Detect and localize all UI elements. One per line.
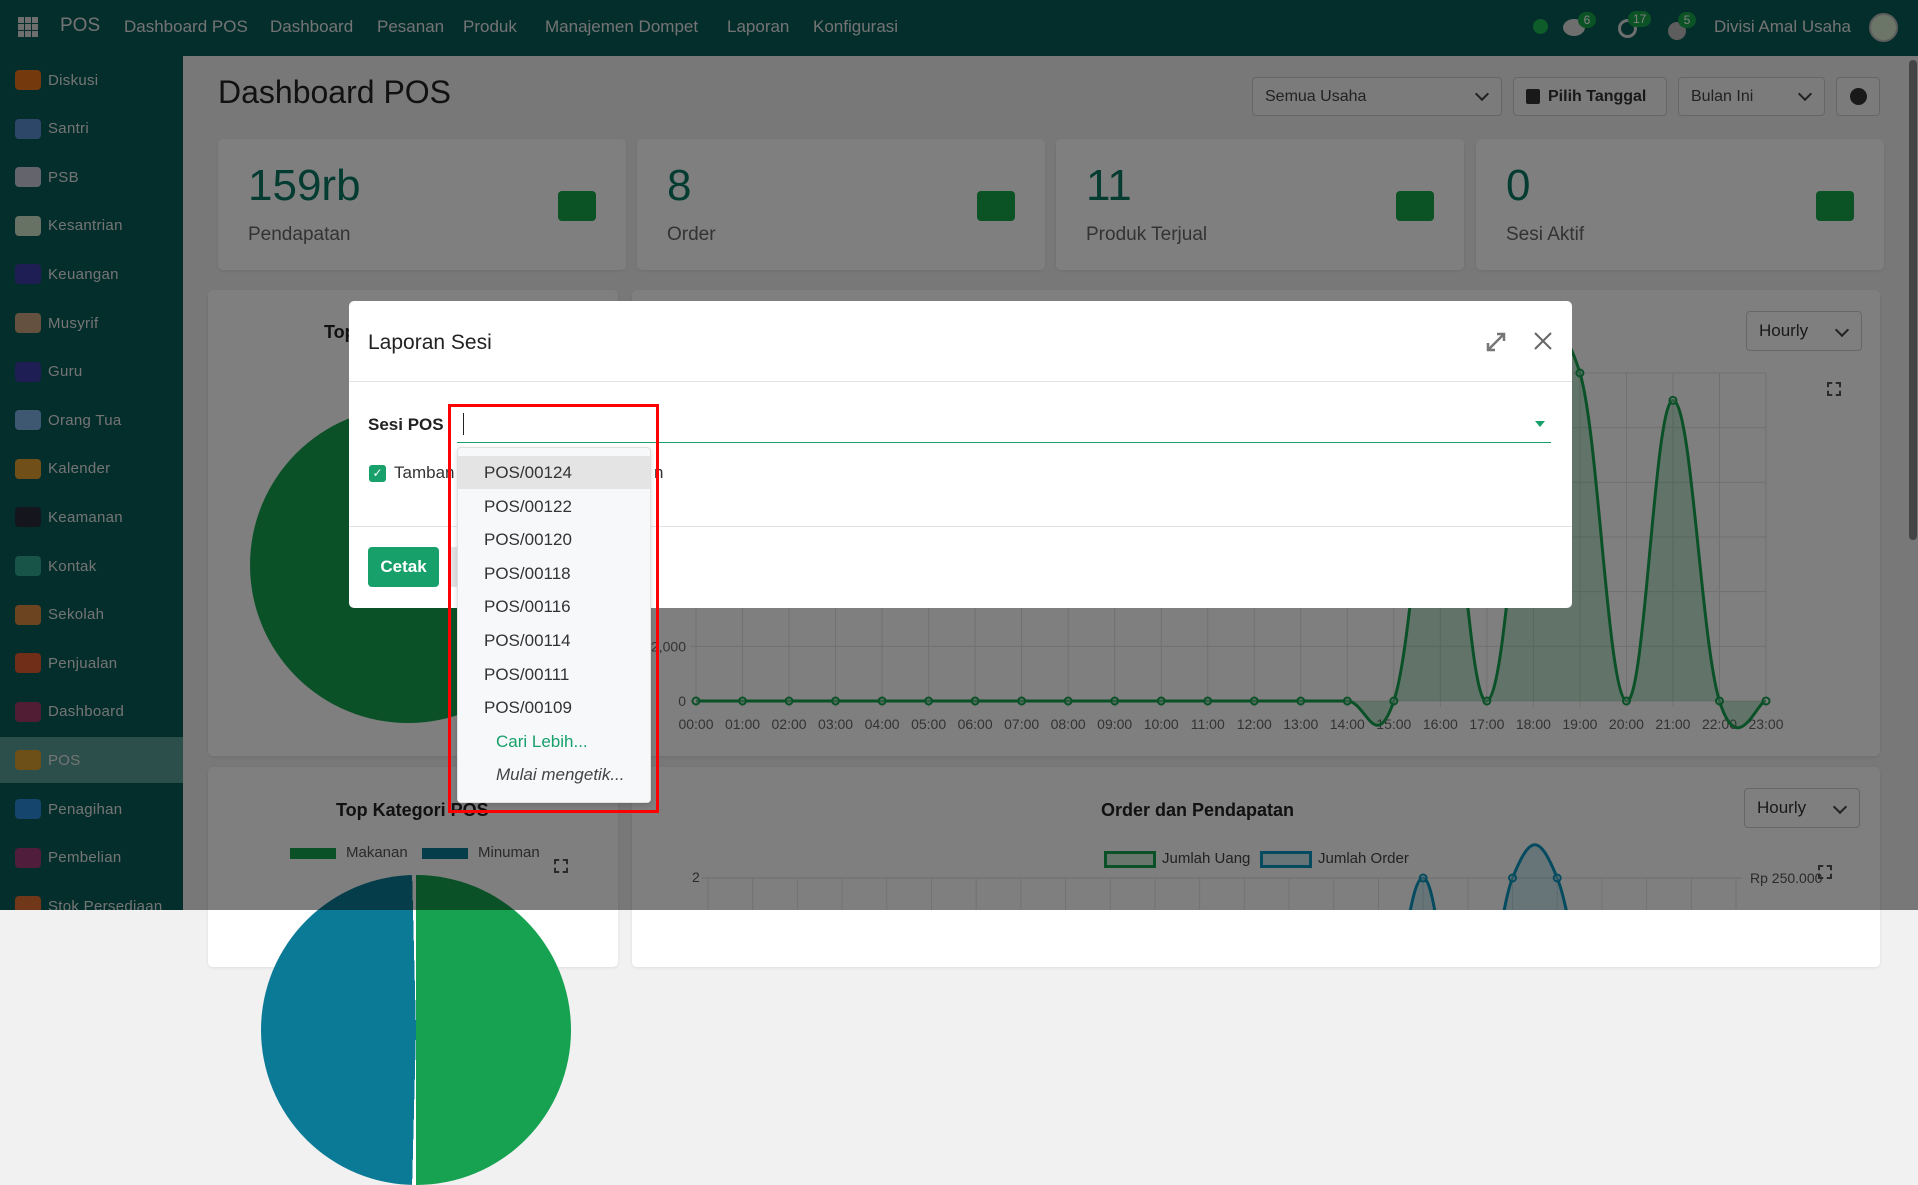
highlight-annotation-box bbox=[448, 404, 659, 813]
close-icon[interactable] bbox=[1533, 331, 1553, 351]
dropdown-option[interactable]: POS/00118 bbox=[484, 563, 571, 583]
divider bbox=[349, 526, 1572, 527]
dropdown-option[interactable]: POS/00124 bbox=[458, 456, 650, 489]
category-pie[interactable] bbox=[261, 875, 571, 1185]
print-button[interactable]: Cetak bbox=[368, 547, 439, 587]
dropdown-option[interactable]: POS/00120 bbox=[484, 530, 572, 550]
sesi-pos-dropdown: POS/00124 POS/00122 POS/00120 POS/00118 POS/… bbox=[457, 447, 651, 803]
include-checkbox[interactable]: ✓ bbox=[369, 465, 386, 482]
dropdown-option[interactable]: POS/00114 bbox=[484, 631, 571, 650]
search-more-option[interactable]: Cari Lebih... bbox=[496, 731, 588, 751]
dropdown-option[interactable]: POS/00116 bbox=[484, 597, 571, 617]
dropdown-option[interactable]: POS/00122 bbox=[484, 496, 572, 516]
text-cursor bbox=[463, 413, 464, 435]
sesi-pos-label: Sesi POS bbox=[368, 415, 444, 434]
dropdown-option[interactable]: POS/00111 bbox=[484, 664, 570, 684]
dialog-title: Laporan Sesi bbox=[368, 331, 492, 354]
expand-icon[interactable] bbox=[1485, 331, 1507, 353]
typing-hint: Mulai mengetik... bbox=[496, 765, 625, 785]
checkbox-label[interactable]: Tamban bbox=[394, 463, 455, 482]
sesi-pos-input[interactable] bbox=[457, 403, 1551, 443]
caret-down-icon[interactable] bbox=[1535, 421, 1545, 427]
divider bbox=[349, 381, 1572, 382]
dropdown-option[interactable]: POS/00109 bbox=[484, 698, 572, 718]
